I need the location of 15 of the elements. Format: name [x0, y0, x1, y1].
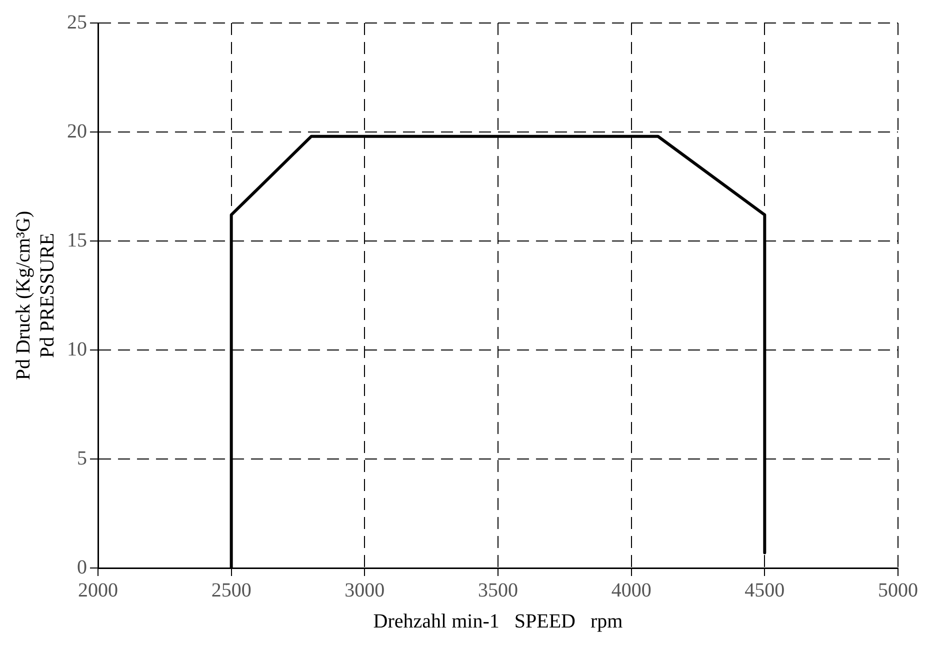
y-tick-label: 0 — [77, 556, 87, 578]
x-axis-title: Drehzahl min-1 SPEED rpm — [373, 610, 624, 632]
x-tick-label: 4000 — [611, 579, 652, 602]
x-tick-label: 5000 — [878, 579, 918, 602]
x-tick-label: 2500 — [211, 579, 252, 602]
x-tick-label: 2000 — [78, 579, 118, 602]
y-tick-label: 20 — [67, 120, 87, 142]
x-tick-label: 3000 — [344, 579, 385, 602]
x-tick-label: 3500 — [478, 579, 518, 602]
y-tick-label: 5 — [77, 447, 87, 470]
y-axis-title: Pd Druck (Kg/cm³G) Pd PRESSURE — [12, 210, 58, 380]
y-tick-label: 10 — [67, 338, 87, 360]
y-tick-label: 25 — [67, 11, 87, 34]
x-tick-label: 4500 — [744, 579, 785, 602]
y-tick-label: 15 — [67, 229, 87, 252]
